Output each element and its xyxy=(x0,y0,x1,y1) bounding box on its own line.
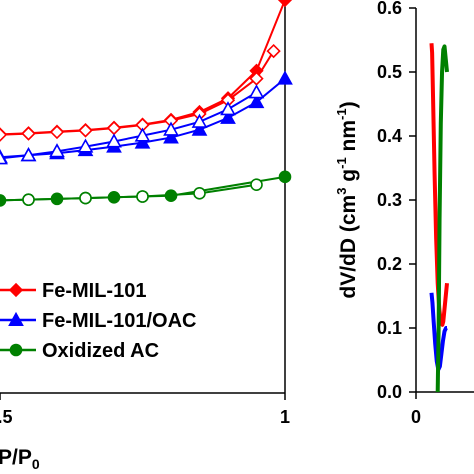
adsorption-point xyxy=(163,129,179,144)
desorption-point xyxy=(136,190,149,203)
y-tick-label: 0.2 xyxy=(377,254,402,274)
legend-item: Fe-MIL-101 xyxy=(0,280,146,302)
desorption-point xyxy=(248,84,265,99)
legend-item: Oxidized AC xyxy=(0,340,159,362)
desorption-point xyxy=(106,133,122,148)
desorption-point xyxy=(77,138,94,153)
desorption-point xyxy=(134,127,151,142)
x-tick-label: 0 xyxy=(411,407,421,427)
pore-size-panel: 0.00.10.20.30.40.50.6 0 dV/dD (cm3 g-1 n… xyxy=(334,0,474,427)
x-axis-title-subscript: 0 xyxy=(32,456,40,472)
x-tick-label: 1 xyxy=(280,407,290,427)
desorption-point xyxy=(0,127,8,142)
x-axis-title-main: P/P xyxy=(0,446,32,469)
y-tick-label: 0.1 xyxy=(377,318,402,338)
adsorption-point xyxy=(191,121,208,136)
legend-marker xyxy=(9,343,23,357)
desorption-point xyxy=(250,178,263,192)
y-title-part-3: nm xyxy=(337,120,360,157)
y-title-part-4: ) xyxy=(337,101,360,108)
desorption-point xyxy=(191,113,208,128)
y-tick-label: 0.4 xyxy=(377,126,402,146)
legend-item: Fe-MIL-101/OAC xyxy=(0,310,196,332)
legend-marker xyxy=(8,282,24,298)
adsorption-point xyxy=(277,0,293,8)
desorption-point xyxy=(163,121,179,136)
desorption-point xyxy=(266,43,281,59)
adsorption-point xyxy=(277,70,293,85)
y-title-part-1: dV/dD (cm xyxy=(337,195,360,299)
right-x-ticks: 0 xyxy=(411,392,421,427)
desorption-point xyxy=(193,187,206,200)
isotherm-series xyxy=(0,0,293,207)
desorption-point xyxy=(49,143,65,158)
desorption-point xyxy=(22,193,35,206)
right-y-axis-title: dV/dD (cm3 g-1 nm-1) xyxy=(334,101,360,298)
legend-label: Oxidized AC xyxy=(42,340,159,362)
y-title-sup-2: -1 xyxy=(334,157,349,169)
desorption-line xyxy=(0,183,257,202)
adsorption-line xyxy=(0,0,286,136)
y-tick-label: 0.5 xyxy=(377,62,402,82)
desorption-line xyxy=(0,50,275,136)
pore-size-series xyxy=(429,43,449,393)
x-tick-label: 0.5 xyxy=(0,407,13,427)
legend-marker xyxy=(8,311,24,327)
legend-label: Fe-MIL-101/OAC xyxy=(42,310,196,332)
y-tick-label: 0.3 xyxy=(377,190,402,210)
desorption-point xyxy=(106,120,122,136)
adsorption-point xyxy=(278,170,292,184)
adsorption-line xyxy=(0,77,286,159)
y-tick-label: 0.0 xyxy=(377,382,402,402)
legend: Fe-MIL-101 Fe-MIL-101/OAC Oxidized AC xyxy=(0,280,196,362)
series-fe-mil-101-oac xyxy=(0,70,293,165)
adsorption-point xyxy=(134,134,151,149)
y-title-sup-3: -1 xyxy=(334,108,349,120)
series-oxidized-ac xyxy=(0,170,292,207)
desorption-point xyxy=(21,126,36,141)
adsorption-point xyxy=(248,94,265,109)
right-y-ticks: 0.0 0.1 0.2 0.3 0.4 0.5 0.6 xyxy=(377,0,416,402)
series-fe-mil-101 xyxy=(0,0,293,142)
y-tick-label: 0.6 xyxy=(377,0,402,18)
pore-size-curve xyxy=(435,44,449,393)
desorption-point xyxy=(220,101,236,116)
left-x-ticks: 0.51 xyxy=(0,393,290,427)
legend-label: Fe-MIL-101 xyxy=(42,280,146,302)
desorption-point xyxy=(0,150,8,165)
desorption-point xyxy=(49,124,65,140)
desorption-point xyxy=(79,191,92,205)
adsorption-point xyxy=(220,109,236,124)
desorption-point xyxy=(78,123,93,138)
y-title-sup-1: 3 xyxy=(334,188,349,195)
left-x-axis-title: P/P0 xyxy=(0,446,40,472)
desorption-point xyxy=(20,147,37,162)
y-title-part-2: g xyxy=(337,169,360,188)
